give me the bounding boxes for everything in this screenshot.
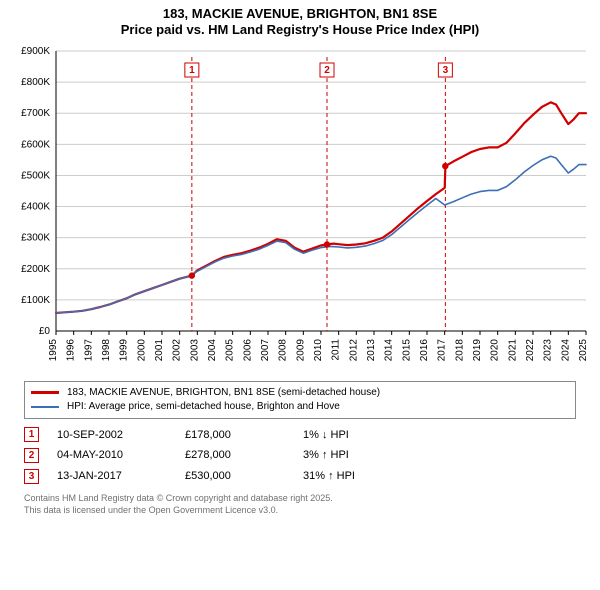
svg-text:2005: 2005 [225, 338, 236, 361]
transaction-price: £530,000 [185, 466, 285, 487]
svg-text:£600K: £600K [21, 139, 50, 150]
svg-text:1999: 1999 [119, 338, 130, 361]
svg-text:£800K: £800K [21, 77, 50, 88]
transaction-price: £278,000 [185, 445, 285, 466]
svg-text:2024: 2024 [560, 338, 571, 361]
legend-label: 183, MACKIE AVENUE, BRIGHTON, BN1 8SE (s… [67, 386, 380, 400]
svg-text:2000: 2000 [136, 338, 147, 361]
svg-text:2019: 2019 [472, 338, 483, 361]
svg-text:2: 2 [324, 65, 330, 76]
svg-text:2020: 2020 [490, 338, 501, 361]
svg-text:2017: 2017 [437, 338, 448, 361]
svg-text:2022: 2022 [525, 338, 536, 361]
svg-text:2013: 2013 [366, 338, 377, 361]
svg-text:2016: 2016 [419, 338, 430, 361]
svg-text:2010: 2010 [313, 338, 324, 361]
legend-label: HPI: Average price, semi-detached house,… [67, 400, 340, 414]
transaction-row: 1 10-SEP-2002 £178,000 1% ↓ HPI [24, 425, 576, 446]
svg-text:2004: 2004 [207, 338, 218, 361]
transaction-delta: 31% ↑ HPI [303, 466, 576, 487]
svg-text:2025: 2025 [578, 338, 589, 361]
transaction-delta: 1% ↓ HPI [303, 425, 576, 446]
transaction-row: 2 04-MAY-2010 £278,000 3% ↑ HPI [24, 445, 576, 466]
svg-text:3: 3 [443, 65, 449, 76]
svg-text:£300K: £300K [21, 232, 50, 243]
svg-text:2002: 2002 [172, 338, 183, 361]
transaction-delta: 3% ↑ HPI [303, 445, 576, 466]
svg-text:£500K: £500K [21, 170, 50, 181]
svg-text:2015: 2015 [401, 338, 412, 361]
legend-item: HPI: Average price, semi-detached house,… [31, 400, 569, 414]
svg-text:1: 1 [189, 65, 195, 76]
svg-text:£900K: £900K [21, 46, 50, 57]
chart-area: £0 £100K £200K £300K £400K £500K £600K £700K £80… [4, 43, 600, 373]
chart-title-line1: 183, MACKIE AVENUE, BRIGHTON, BN1 8SE [0, 0, 600, 22]
legend-item: 183, MACKIE AVENUE, BRIGHTON, BN1 8SE (s… [31, 386, 569, 400]
svg-text:2014: 2014 [384, 338, 395, 361]
line-chart-svg: £0 £100K £200K £300K £400K £500K £600K £700K £80… [4, 43, 596, 373]
svg-text:2006: 2006 [242, 338, 253, 361]
transaction-price: £178,000 [185, 425, 285, 446]
svg-text:2001: 2001 [154, 338, 165, 361]
transaction-marker-box: 2 [24, 448, 39, 463]
svg-text:2009: 2009 [295, 338, 306, 361]
transaction-row: 3 13-JAN-2017 £530,000 31% ↑ HPI [24, 466, 576, 487]
svg-text:£0: £0 [39, 326, 51, 337]
chart-legend: 183, MACKIE AVENUE, BRIGHTON, BN1 8SE (s… [24, 381, 576, 419]
attribution-footer: Contains HM Land Registry data © Crown c… [24, 493, 576, 516]
svg-text:£700K: £700K [21, 108, 50, 119]
svg-text:2012: 2012 [348, 338, 359, 361]
transaction-date: 13-JAN-2017 [57, 466, 167, 487]
footer-line2: This data is licensed under the Open Gov… [24, 505, 576, 517]
chart-title-line2: Price paid vs. HM Land Registry's House … [0, 22, 600, 38]
transactions-table: 1 10-SEP-2002 £178,000 1% ↓ HPI 2 04-MAY-2010… [24, 425, 576, 488]
legend-swatch [31, 406, 59, 408]
transaction-marker-box: 1 [24, 427, 39, 442]
svg-text:1997: 1997 [83, 338, 94, 361]
svg-text:2011: 2011 [331, 338, 342, 360]
transaction-date: 04-MAY-2010 [57, 445, 167, 466]
legend-swatch [31, 391, 59, 394]
svg-text:1995: 1995 [48, 338, 59, 361]
svg-text:£200K: £200K [21, 263, 50, 274]
svg-text:1996: 1996 [66, 338, 77, 361]
footer-line1: Contains HM Land Registry data © Crown c… [24, 493, 576, 505]
svg-text:2018: 2018 [454, 338, 465, 361]
svg-text:£100K: £100K [21, 294, 50, 305]
transaction-marker-box: 3 [24, 469, 39, 484]
svg-text:2007: 2007 [260, 338, 271, 361]
svg-text:2003: 2003 [189, 338, 200, 361]
svg-text:2021: 2021 [507, 338, 518, 361]
svg-text:£400K: £400K [21, 201, 50, 212]
svg-text:1998: 1998 [101, 338, 112, 361]
svg-text:2008: 2008 [278, 338, 289, 361]
svg-text:2023: 2023 [543, 338, 554, 361]
transaction-date: 10-SEP-2002 [57, 425, 167, 446]
